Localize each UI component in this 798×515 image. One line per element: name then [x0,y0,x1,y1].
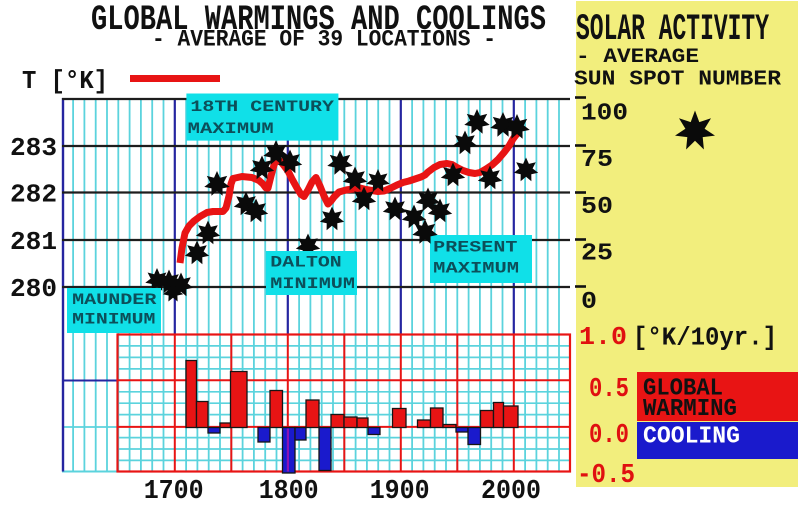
svg-text:T [°K]: T [°K] [22,66,108,96]
svg-text:GLOBAL: GLOBAL [643,376,723,403]
svg-text:SUN SPOT NUMBER: SUN SPOT NUMBER [574,69,781,92]
svg-text:MINIMUM: MINIMUM [72,310,155,328]
svg-text:1.0: 1.0 [579,322,627,352]
svg-text:1700: 1700 [144,476,204,506]
svg-text:280: 280 [10,274,57,304]
svg-text:- AVERAGE: - AVERAGE [576,46,699,69]
svg-text:-0.5: -0.5 [577,461,635,491]
svg-text:1800: 1800 [259,476,319,506]
svg-text:WARMING: WARMING [643,396,737,423]
svg-text:DALTON: DALTON [270,253,341,271]
svg-text:75: 75 [581,147,613,174]
svg-text:0: 0 [581,289,597,316]
svg-text:GLOBAL WARMINGS AND COOLINGS: GLOBAL WARMINGS AND COOLINGS [91,0,546,40]
svg-text:PRESENT: PRESENT [433,238,518,256]
svg-text:100: 100 [581,101,628,128]
svg-text:18TH CENTURY: 18TH CENTURY [190,98,334,116]
svg-text:- AVERAGE OF 39 LOCATIONS -: - AVERAGE OF 39 LOCATIONS - [152,27,496,53]
svg-text:282: 282 [10,180,57,210]
svg-text:MAUNDER: MAUNDER [72,291,157,309]
svg-text:0.0: 0.0 [589,421,629,451]
svg-text:[°K/10yr.]: [°K/10yr.] [633,323,777,353]
svg-text:0.5: 0.5 [589,375,629,405]
svg-text:MAXIMUM: MAXIMUM [433,259,519,277]
svg-text:1900: 1900 [370,476,430,506]
svg-text:25: 25 [581,241,613,268]
svg-text:COOLING: COOLING [643,424,740,451]
svg-text:281: 281 [10,227,57,257]
svg-text:2000: 2000 [481,476,541,506]
svg-text:MAXIMUM: MAXIMUM [188,120,274,138]
svg-text:283: 283 [10,133,57,163]
svg-text:50: 50 [581,194,613,221]
svg-text:MINIMUM: MINIMUM [270,275,355,293]
svg-text:SOLAR ACTIVITY: SOLAR ACTIVITY [576,9,769,51]
